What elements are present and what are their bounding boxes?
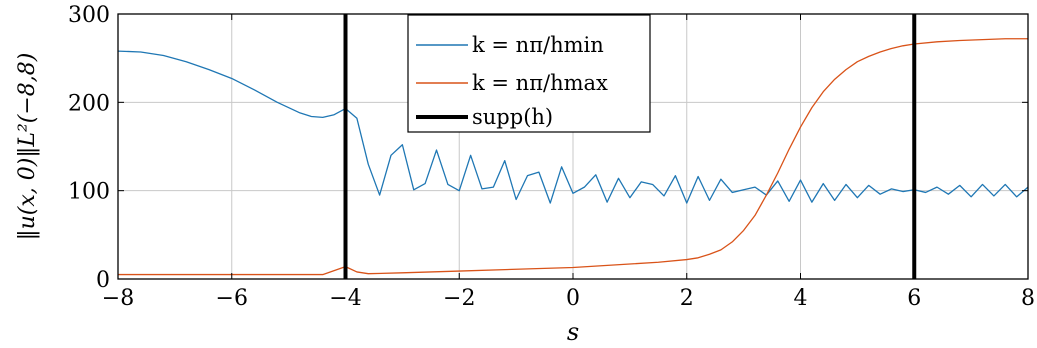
x-tick-label: 6 (907, 286, 921, 311)
y-tick-label: 200 (68, 91, 110, 116)
legend-entry-supp: supp(h) (472, 105, 553, 129)
x-tick-label: 2 (680, 286, 694, 311)
legend-box (407, 14, 651, 133)
y-tick-label: 100 (68, 180, 110, 205)
legend: k = nπ/hmin k = nπ/hmax supp(h) (407, 14, 651, 133)
series-layer (117, 14, 1029, 279)
y-axis-label: ‖u(x, 0)‖L²(−8,8) (15, 53, 40, 241)
x-tick-label: 0 (566, 286, 580, 311)
x-tick-label: 4 (794, 286, 808, 311)
x-tick-label: 8 (1021, 286, 1035, 311)
x-tick-label: −8 (102, 286, 134, 311)
ticks: −8 −6 −4 −2 0 2 4 6 8 0 100 200 300 (68, 3, 1035, 311)
legend-entry-hmax: k = nπ/hmax (472, 71, 608, 95)
legend-entry-hmin: k = nπ/hmin (472, 33, 604, 57)
x-tick-label: −4 (329, 286, 361, 311)
y-tick-label: 300 (68, 3, 110, 28)
x-tick-label: −6 (216, 286, 248, 311)
series-line-hmax (118, 38, 1028, 276)
y-tick-label: 0 (96, 268, 110, 293)
x-tick-label: −2 (443, 286, 475, 311)
x-axis-label: s (567, 318, 579, 346)
